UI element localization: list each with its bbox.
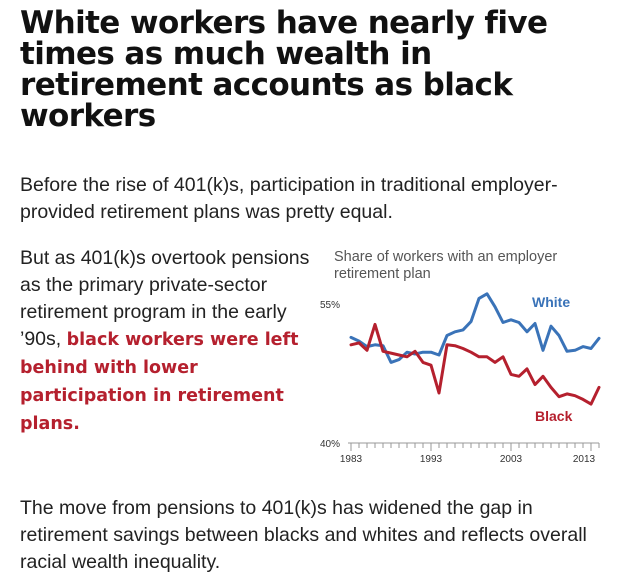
x-tick-label-1983: 1983 [340, 454, 363, 465]
series-line-black [349, 322, 601, 406]
x-tick-label-2003: 2003 [500, 454, 523, 465]
line-chart: 55% 40% 1983 1993 2003 2013 White Black [320, 292, 601, 465]
explanation-paragraph: But as 401(k)s overtook pensions as the … [20, 245, 320, 438]
explanation-plain-text: But as 401(k)s overtook pensions as the … [20, 247, 310, 350]
y-tick-label-top: 55% [320, 300, 340, 311]
x-tick-label-1993: 1993 [420, 454, 443, 465]
x-tick-label-2013: 2013 [573, 454, 596, 465]
conclusion-paragraph: The move from pensions to 401(k)s has wi… [20, 497, 587, 573]
headline: White workers have nearly five times as … [20, 5, 548, 134]
y-tick-label-bottom: 40% [320, 439, 340, 450]
intro-paragraph: Before the rise of 401(k)s, participatio… [20, 174, 558, 223]
x-axis-ticks [350, 443, 600, 451]
explanation-highlight-text: black workers were left behind with lowe… [20, 330, 299, 434]
series-label-white: White [532, 294, 570, 310]
chart-title: Share of workers with an employer retire… [334, 249, 558, 282]
series-label-black: Black [535, 408, 573, 424]
series-line-white [349, 292, 601, 364]
